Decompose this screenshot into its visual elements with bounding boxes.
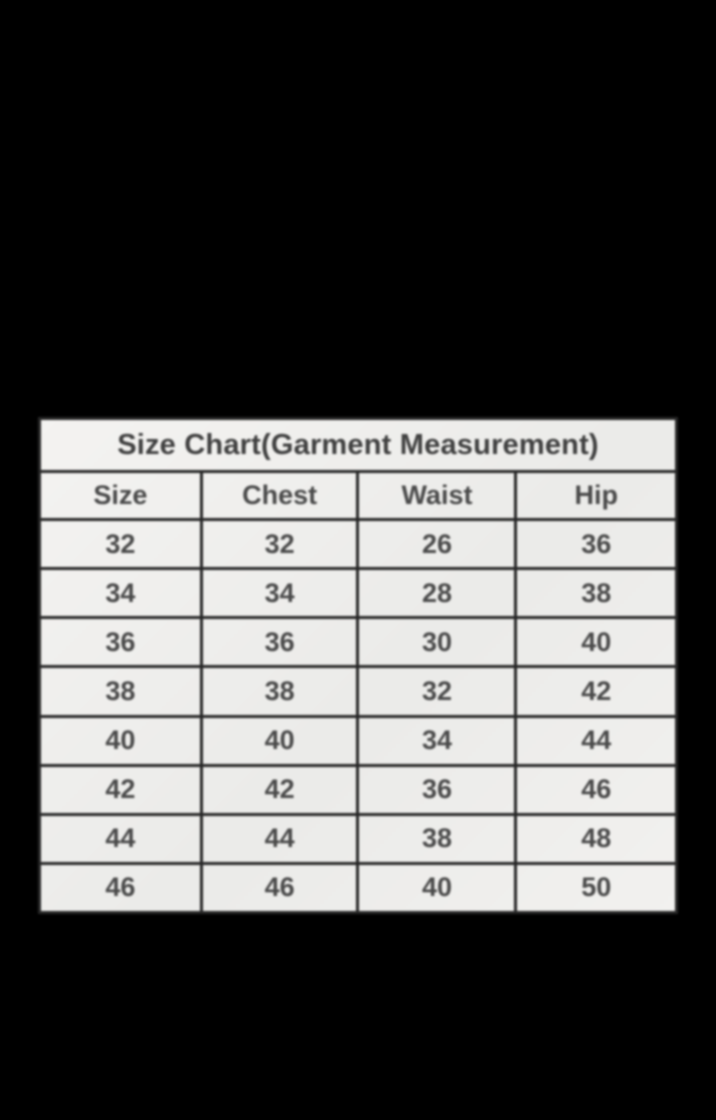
column-header-chest: Chest (199, 470, 360, 521)
column-header-hip: Hip (514, 470, 678, 521)
table-cell: 38 (38, 665, 203, 718)
table-cell: 38 (514, 567, 678, 620)
table-row: 40 40 34 44 (38, 714, 678, 767)
table-cell: 28 (356, 567, 518, 620)
table-cell: 42 (514, 665, 678, 718)
table-cell: 34 (356, 714, 518, 767)
table-cell: 32 (199, 517, 360, 571)
table-cell: 36 (38, 616, 203, 669)
table-title: Size Chart(Garment Measurement) (38, 417, 678, 473)
table-cell: 40 (514, 616, 678, 669)
column-header-row: Size Chest Waist Hip (38, 470, 678, 521)
table-cell: 40 (199, 714, 360, 767)
table-cell: 34 (38, 567, 203, 620)
table-cell: 46 (38, 861, 203, 915)
table-cell: 44 (38, 812, 203, 865)
column-header-waist: Waist (356, 470, 518, 521)
table-cell: 40 (38, 714, 203, 767)
table-cell: 30 (356, 616, 518, 669)
table-row: 38 38 32 42 (38, 665, 678, 718)
table-cell: 44 (514, 714, 678, 767)
table-cell: 40 (356, 861, 518, 915)
table-title-row: Size Chart(Garment Measurement) (38, 417, 678, 473)
table-cell: 36 (514, 517, 678, 571)
table-cell: 44 (199, 812, 360, 865)
table-row: 44 44 38 48 (38, 812, 678, 865)
table-cell: 48 (514, 812, 678, 865)
column-header-size: Size (38, 470, 203, 521)
table-body: 32 32 26 36 34 34 28 38 36 36 30 40 38 38 32 42 40 40 34 44… (38, 517, 678, 915)
table-cell: 38 (356, 812, 518, 865)
table-cell: 34 (199, 567, 360, 620)
size-chart-table: Size Chart(Garment Measurement) Size Ches… (38, 417, 678, 915)
table-cell: 46 (199, 861, 360, 915)
table-cell: 38 (199, 665, 360, 718)
table-cell: 42 (38, 763, 203, 816)
table-row: 36 36 30 40 (38, 616, 678, 669)
table-row: 46 46 40 50 (38, 861, 678, 915)
table-cell: 26 (356, 517, 518, 571)
size-chart-table-wrapper: Size Chart(Garment Measurement) Size Ches… (38, 417, 678, 915)
table-cell: 50 (514, 861, 678, 915)
table-cell: 46 (514, 763, 678, 816)
table-row: 32 32 26 36 (38, 517, 678, 571)
table-cell: 32 (356, 665, 518, 718)
table-cell: 36 (199, 616, 360, 669)
table-cell: 32 (38, 517, 203, 571)
table-cell: 36 (356, 763, 518, 816)
table-row: 34 34 28 38 (38, 567, 678, 620)
table-row: 42 42 36 46 (38, 763, 678, 816)
table-cell: 42 (199, 763, 360, 816)
